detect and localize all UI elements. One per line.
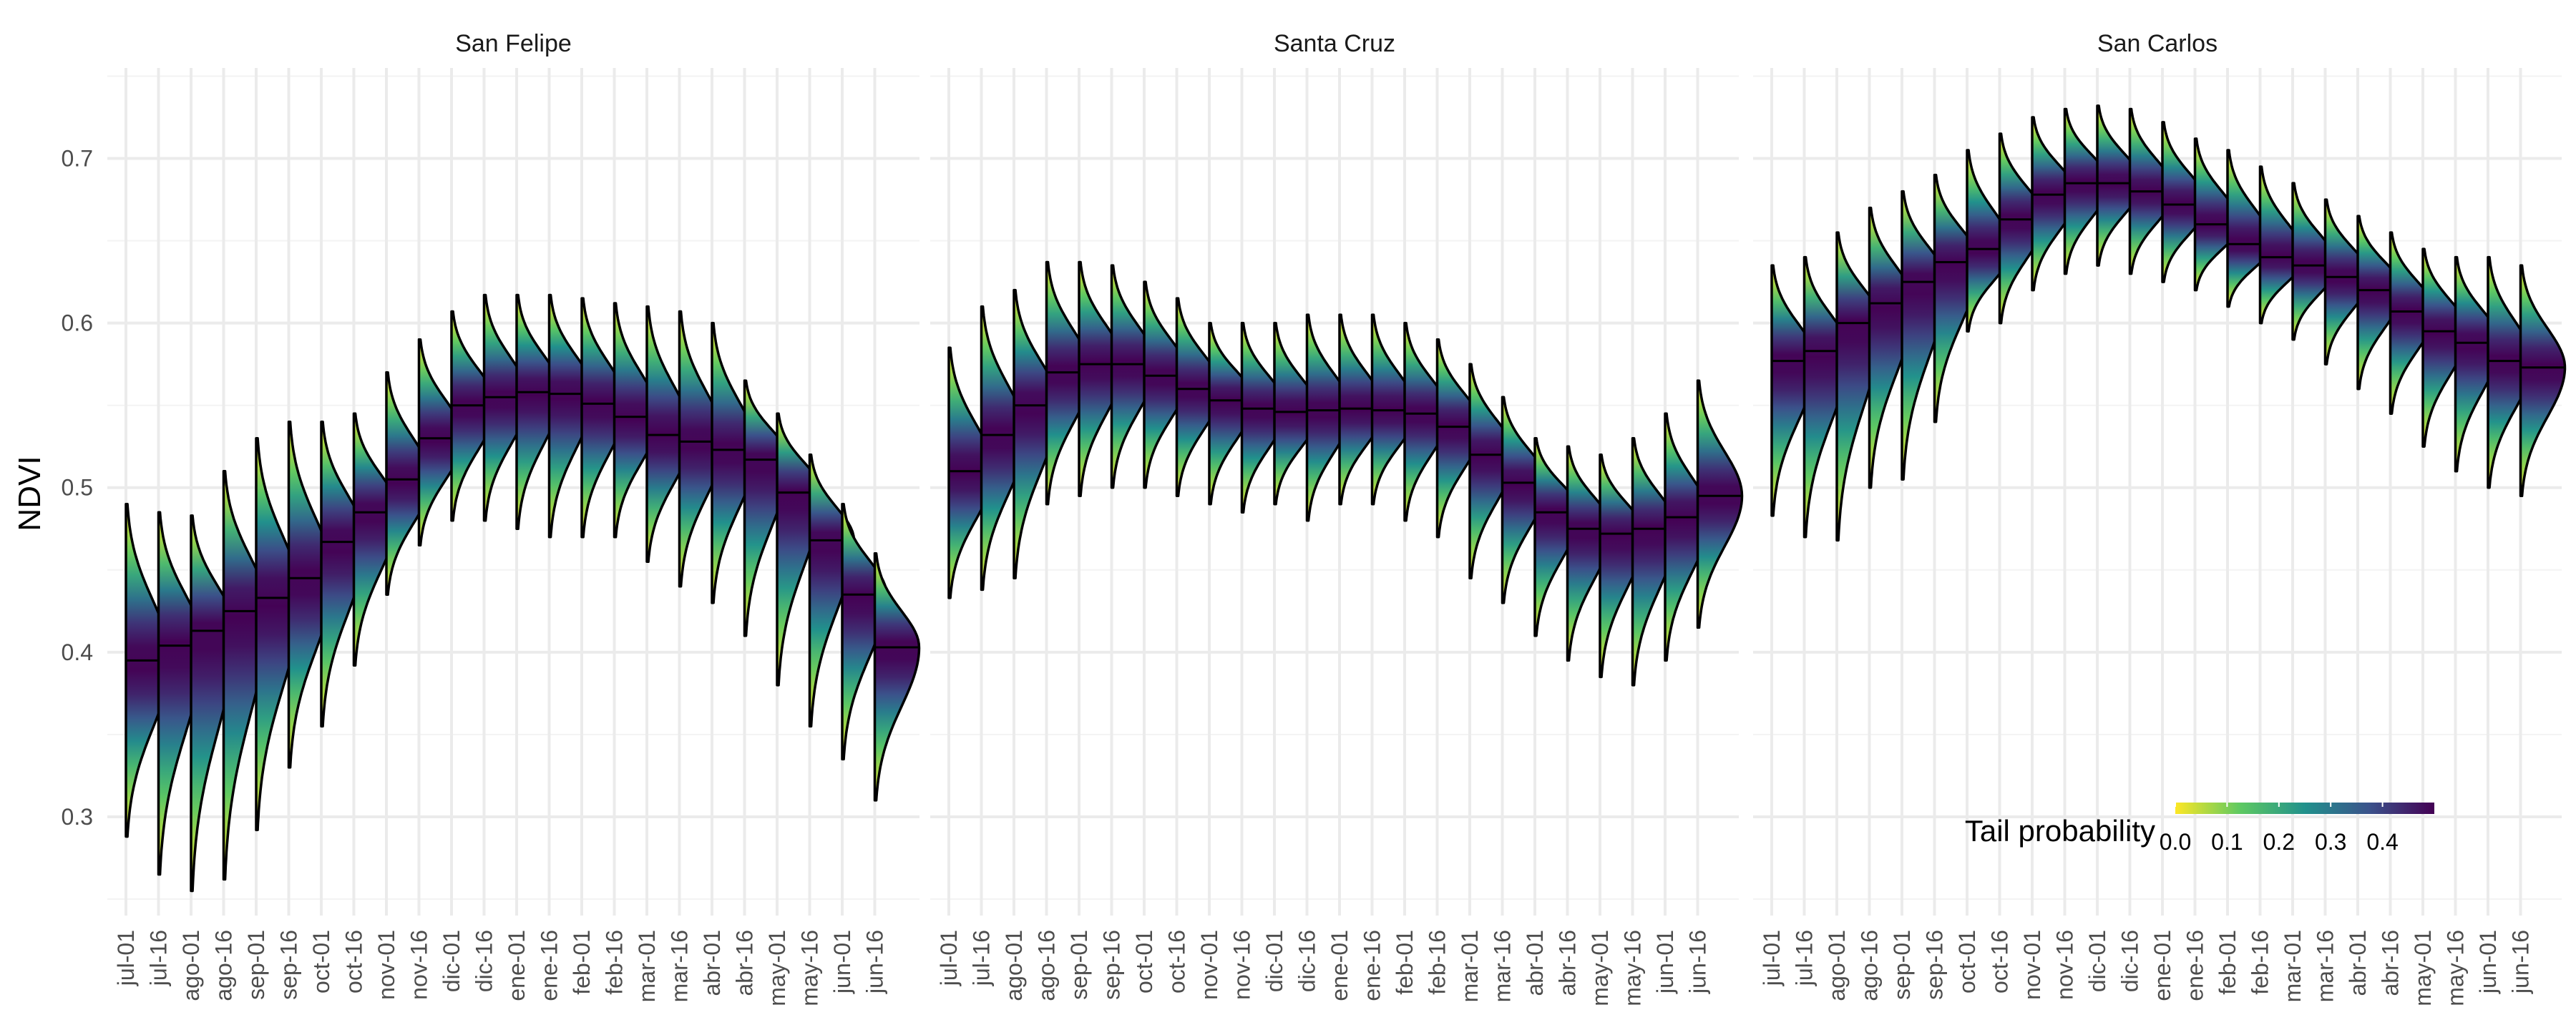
x-tick-label: ene-01	[1327, 930, 1352, 1001]
x-tick-label: jun-16	[2508, 930, 2534, 994]
x-tick-label: nov-16	[2052, 930, 2078, 1000]
x-tick-label: ago-01	[1824, 930, 1850, 1001]
legend-title: Tail probability	[1965, 814, 2155, 848]
x-tick-label: mar-16	[2313, 930, 2338, 1002]
x-tick-label: ene-01	[504, 930, 530, 1001]
x-tick-label: feb-16	[2248, 930, 2273, 995]
x-tick-label: nov-01	[2019, 930, 2045, 1000]
x-tick-label: sep-01	[1889, 930, 1915, 1000]
x-tick-label: may-16	[2443, 930, 2469, 1006]
x-tick-label: may-01	[764, 930, 790, 1006]
x-tick-label: abr-01	[1522, 930, 1548, 996]
x-tick-label: oct-16	[1164, 930, 1190, 994]
x-tick-label: nov-01	[374, 930, 399, 1000]
x-tick-label: ene-01	[2150, 930, 2175, 1001]
x-tick-label: jul-01	[113, 930, 139, 986]
legend-tick-label: 0.2	[2263, 829, 2295, 855]
legend-ticks: 0.0 0.1 0.2 0.3 0.4	[2160, 803, 2399, 855]
x-tick-label: ago-01	[1001, 930, 1027, 1001]
x-tick-label: ago-16	[1857, 930, 1883, 1001]
legend-tick-label: 0.3	[2315, 829, 2346, 855]
x-tick-label: jun-01	[2475, 930, 2501, 994]
x-tick-label: ene-16	[537, 930, 562, 1001]
x-tick-label: dic-01	[439, 930, 464, 992]
legend-tick-label: 0.0	[2160, 829, 2191, 855]
x-tick-label: dic-01	[1262, 930, 1287, 992]
x-tick-label: jul-16	[1792, 930, 1818, 986]
x-tick-label: mar-01	[634, 930, 660, 1002]
x-tick-label: feb-01	[1392, 930, 1418, 995]
x-tick-label: mar-16	[1490, 930, 1516, 1002]
y-tick-label: 0.7	[62, 146, 93, 172]
x-tick-label: abr-16	[732, 930, 758, 996]
x-tick-label: oct-16	[341, 930, 367, 994]
x-tick-label: jul-01	[1759, 930, 1785, 986]
x-tick-label: oct-01	[1954, 930, 1980, 994]
y-tick-label: 0.6	[62, 310, 93, 336]
y-tick-label: 0.5	[62, 475, 93, 501]
x-tick-label: jul-01	[936, 930, 962, 986]
density-ridge	[873, 552, 921, 802]
facet-title: San Felipe	[455, 30, 572, 57]
x-tick-label: dic-16	[472, 930, 497, 992]
x-tick-label: ago-16	[1034, 930, 1060, 1001]
x-tick-label: feb-01	[569, 930, 595, 995]
facet-title: Santa Cruz	[1274, 30, 1395, 57]
y-tick-label: 0.4	[62, 639, 93, 665]
x-tick-label: dic-16	[2117, 930, 2143, 992]
y-tick-label: 0.3	[62, 804, 93, 830]
x-tick-label: feb-16	[1425, 930, 1450, 995]
legend: Tail probability 0.0 0.1 0.2 0.3 0.4	[1965, 803, 2434, 855]
x-tick-label: may-01	[2410, 930, 2436, 1006]
facet-title: San Carlos	[2097, 30, 2218, 57]
y-axis-title: NDVI	[12, 456, 47, 531]
x-tick-label: may-01	[1587, 930, 1613, 1006]
x-tick-label: jun-16	[862, 930, 888, 994]
x-tick-label: jul-16	[969, 930, 995, 986]
x-tick-label: nov-01	[1196, 930, 1222, 1000]
x-tick-label: abr-01	[699, 930, 725, 996]
x-tick-label: abr-16	[1555, 930, 1581, 996]
x-tick-label: may-16	[1620, 930, 1646, 1006]
x-tick-label: sep-16	[1922, 930, 1948, 1000]
x-tick-label: dic-16	[1294, 930, 1320, 992]
legend-colorbar	[2175, 803, 2434, 814]
ridges-layer	[125, 104, 2567, 893]
x-tick-label: jun-01	[829, 930, 855, 994]
x-tick-label: ago-16	[211, 930, 237, 1001]
x-tick-label: oct-16	[1987, 930, 2013, 994]
x-tick-label: ago-01	[178, 930, 204, 1001]
x-tick-label: dic-01	[2084, 930, 2110, 992]
legend-tick-label: 0.1	[2211, 829, 2243, 855]
x-tick-label: ene-16	[2182, 930, 2208, 1001]
x-tick-label: nov-16	[1229, 930, 1255, 1000]
x-tick-label: may-16	[797, 930, 823, 1006]
x-tick-label: jul-16	[146, 930, 172, 986]
x-tick-label: mar-01	[1457, 930, 1483, 1002]
x-tick-label: sep-01	[1066, 930, 1092, 1000]
x-tick-label: jun-16	[1685, 930, 1711, 994]
x-tick-label: abr-01	[2345, 930, 2371, 996]
density-ridge	[1696, 379, 1744, 629]
x-tick-label: feb-16	[602, 930, 628, 995]
x-tick-label: sep-16	[1099, 930, 1125, 1000]
x-tick-label: oct-01	[1131, 930, 1157, 994]
x-tick-label: jun-01	[1652, 930, 1678, 994]
x-tick-label: feb-01	[2215, 930, 2240, 995]
x-tick-label: oct-01	[308, 930, 334, 994]
x-tick-label: sep-16	[276, 930, 302, 1000]
density-ridge	[2519, 264, 2567, 498]
x-tick-label: mar-16	[667, 930, 693, 1002]
x-tick-label: sep-01	[243, 930, 269, 1000]
x-tick-label: ene-16	[1360, 930, 1385, 1001]
x-tick-label: nov-16	[406, 930, 432, 1000]
x-tick-label: abr-16	[2378, 930, 2404, 996]
x-tick-label: mar-01	[2280, 930, 2306, 1002]
legend-tick-label: 0.4	[2366, 829, 2398, 855]
